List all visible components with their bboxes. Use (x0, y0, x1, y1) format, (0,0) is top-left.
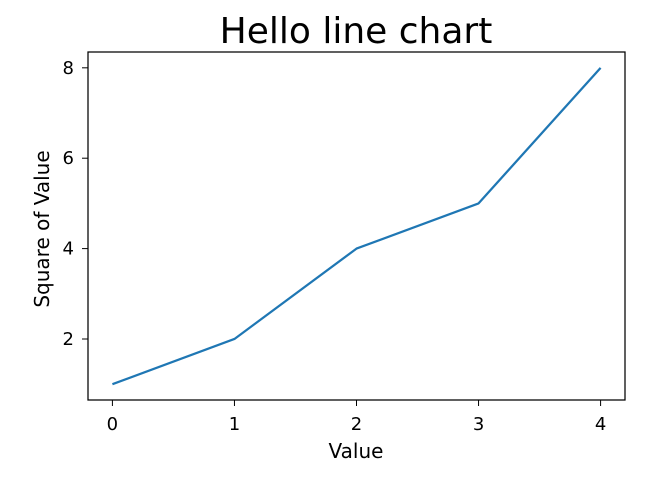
y-tick-label: 2 (63, 329, 74, 350)
data-point (112, 384, 113, 385)
data-point (600, 67, 601, 68)
plot-area-frame (87, 51, 626, 401)
x-tick-label: 1 (229, 414, 240, 435)
series-layer (112, 67, 602, 386)
x-tick-label: 0 (107, 414, 118, 435)
y-tick-label: 6 (63, 148, 74, 169)
chart-title: Hello line chart (220, 11, 493, 52)
data-point (234, 338, 235, 339)
x-axis: 0 1 2 3 4 (107, 400, 606, 435)
series-line (112, 67, 602, 386)
x-tick-label: 3 (473, 414, 484, 435)
x-tick-label: 4 (595, 414, 606, 435)
data-point (478, 203, 479, 204)
x-tick-label: 2 (351, 414, 362, 435)
y-axis-label: Square of Value (30, 150, 54, 307)
x-axis-label: Value (329, 439, 384, 463)
y-tick-label: 8 (63, 58, 74, 79)
data-point (356, 248, 357, 249)
y-tick-label: 4 (63, 239, 74, 260)
y-axis: 2 4 6 8 (63, 58, 88, 350)
